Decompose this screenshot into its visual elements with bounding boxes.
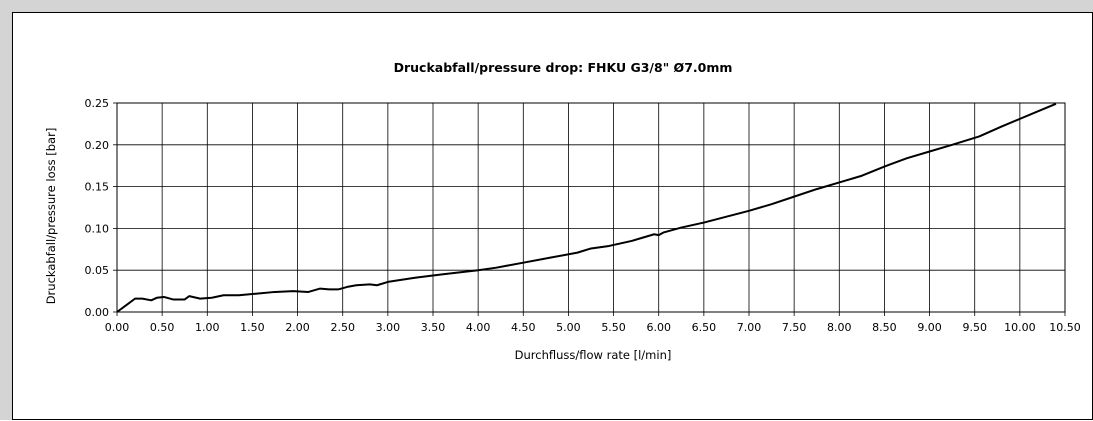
x-tick-label: 3.00 [376,321,401,334]
y-tick-label: 0.00 [85,306,110,319]
x-axis-label: Durchfluss/flow rate [l/min] [515,348,672,362]
chart-title: Druckabfall/pressure drop: FHKU G3/8" Ø7… [394,60,733,75]
x-tick-label: 4.00 [466,321,491,334]
x-tick-label: 8.50 [872,321,897,334]
x-tick-label: 7.00 [737,321,762,334]
x-tick-label: 10.50 [1049,321,1081,334]
x-tick-label: 7.50 [782,321,807,334]
x-tick-label: 2.50 [330,321,355,334]
x-tick-label: 3.50 [421,321,446,334]
x-tick-label: 5.50 [601,321,626,334]
x-tick-label: 10.00 [1004,321,1036,334]
x-tick-label: 1.50 [240,321,265,334]
plot-area-border [116,102,1066,313]
x-tick-label: 8.00 [827,321,852,334]
x-tick-label: 5.00 [556,321,581,334]
y-tick-label: 0.20 [85,139,110,152]
y-tick-label: 0.05 [85,264,110,277]
x-tick-label: 4.50 [511,321,536,334]
x-tick-label: 0.50 [150,321,175,334]
chart-panel: Druckabfall/pressure drop: FHKU G3/8" Ø7… [12,12,1093,420]
x-tick-label: 9.00 [917,321,942,334]
y-tick-label: 0.25 [85,97,110,110]
y-tick-label: 0.15 [85,181,110,194]
x-tick-label: 6.00 [646,321,671,334]
x-tick-label: 6.50 [692,321,717,334]
y-axis-label: Druckabfall/pressure loss [bar] [44,128,58,305]
y-tick-label: 0.10 [85,222,110,235]
pressure-drop-chart: Druckabfall/pressure drop: FHKU G3/8" Ø7… [44,60,1081,362]
y-tick-labels: 0.00 0.05 0.10 0.15 0.20 0.25 [85,97,110,319]
series-line [116,102,1057,313]
x-tick-label: 9.50 [962,321,987,334]
x-tick-label: 2.00 [285,321,310,334]
series-group [116,102,1057,313]
x-tick-label: 1.00 [195,321,220,334]
plot-grid [113,102,1066,316]
x-tick-label: 0.00 [105,321,130,334]
x-tick-labels: 0.00 0.50 1.00 1.50 2.00 2.50 3.00 3.50 4.00 4.50… [105,321,1081,334]
